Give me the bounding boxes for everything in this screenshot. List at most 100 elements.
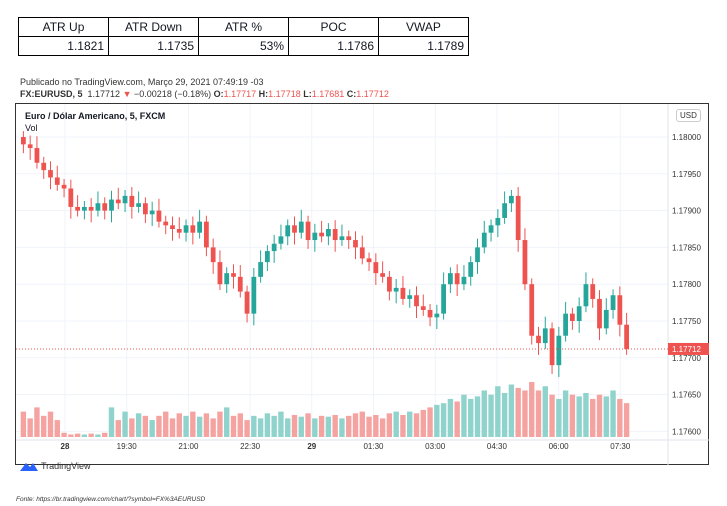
volume-bar xyxy=(169,418,176,437)
volume-bar xyxy=(461,394,467,437)
volume-bar xyxy=(183,415,189,437)
currency-button[interactable]: USD xyxy=(676,109,701,122)
stats-value-row: 1.1821 1.1735 53% 1.1786 1.1789 xyxy=(18,36,469,56)
candle-body xyxy=(420,306,426,310)
candle-body xyxy=(542,328,548,344)
volume-bar xyxy=(332,415,338,437)
volume-bar xyxy=(81,434,88,437)
volume-bar xyxy=(41,415,47,437)
volume-bar xyxy=(305,413,311,437)
candle-body xyxy=(210,247,216,263)
candle-body xyxy=(373,262,379,274)
open-value: 1.17717 xyxy=(223,89,257,99)
volume-bar xyxy=(34,407,40,437)
candle-body xyxy=(509,195,514,204)
candle-body xyxy=(590,284,596,299)
x-tick-label: 19:30 xyxy=(117,442,138,451)
candle-body xyxy=(339,236,345,241)
volume-bar xyxy=(230,415,237,437)
volume-bar xyxy=(556,398,562,437)
volume-bar xyxy=(135,413,142,437)
volume-bar xyxy=(420,409,426,437)
candle-body xyxy=(217,262,223,285)
candle-body xyxy=(258,262,263,277)
low-value: 1.17681 xyxy=(311,89,345,99)
open-label: O: xyxy=(213,89,224,99)
candle-body xyxy=(576,306,582,321)
volume-bar xyxy=(596,394,603,437)
candle-body xyxy=(448,273,453,285)
candle-body xyxy=(183,225,189,233)
volume-bar xyxy=(522,390,528,437)
volume-bar xyxy=(623,403,630,437)
down-arrow-icon: ▼ xyxy=(122,89,132,99)
candle-body xyxy=(427,309,433,318)
candle-body xyxy=(27,144,33,149)
high-label: H: xyxy=(258,89,269,99)
volume-bar xyxy=(271,415,277,437)
candle-body xyxy=(271,243,277,252)
candle-body xyxy=(156,210,162,222)
volume-bar xyxy=(515,387,521,437)
volume-label: Vol xyxy=(25,123,38,133)
volume-bar xyxy=(468,398,474,437)
volume-bar xyxy=(447,398,454,437)
candle-body xyxy=(204,221,209,248)
value-atr-down: 1.1735 xyxy=(108,36,199,56)
volume-bar xyxy=(400,415,406,437)
candle-body xyxy=(41,162,47,171)
candle-body xyxy=(278,236,284,244)
volume-bar xyxy=(610,390,616,437)
volume-bar xyxy=(237,413,243,437)
volume-bar xyxy=(217,411,223,437)
volume-bar xyxy=(257,418,264,437)
current-price-label: 1.17712 xyxy=(672,345,701,354)
volume-bar xyxy=(278,411,284,437)
volume-bar xyxy=(373,415,379,437)
candle-body xyxy=(556,335,562,366)
candle-body xyxy=(190,225,196,233)
volume-bar xyxy=(47,411,54,437)
volume-bar xyxy=(224,407,230,437)
x-tick-label: 29 xyxy=(307,442,316,451)
volume-bar xyxy=(576,396,582,437)
candle-body xyxy=(488,225,494,233)
stats-header-row: ATR Up ATR Down ATR % POC VWAP xyxy=(18,17,469,37)
volume-bar xyxy=(142,415,149,437)
volume-bar xyxy=(190,411,196,437)
volume-bar xyxy=(68,434,74,437)
volume-bar xyxy=(359,411,365,437)
candle-body xyxy=(570,313,575,321)
source-note: Fonte: https://br.tradingview.com/chart/… xyxy=(16,496,206,503)
candle-body xyxy=(468,262,474,277)
candle-body xyxy=(407,295,413,299)
candle-body xyxy=(387,276,392,292)
volume-bar xyxy=(386,413,393,437)
volume-bar xyxy=(535,390,542,437)
volume-bar xyxy=(291,415,298,437)
volume-bar xyxy=(312,418,318,437)
x-tick-label: 22:30 xyxy=(240,442,261,451)
chart-frame[interactable] xyxy=(15,103,709,465)
candle-body xyxy=(522,240,528,285)
volume-bar xyxy=(413,413,420,437)
volume-bar xyxy=(318,415,325,437)
tradingview-logo[interactable]: TradingView xyxy=(20,461,91,471)
volume-bar xyxy=(264,413,271,437)
volume-bar xyxy=(298,416,304,437)
candle-body xyxy=(197,221,202,233)
candle-body xyxy=(68,188,74,207)
volume-bar xyxy=(27,418,33,437)
x-tick-label: 07:30 xyxy=(610,442,631,451)
x-tick-label: 28 xyxy=(61,442,70,451)
volume-bar xyxy=(549,394,555,437)
candle-body xyxy=(88,206,94,211)
value-vwap: 1.1789 xyxy=(378,36,469,56)
value-atr-up: 1.1821 xyxy=(18,36,109,56)
stats-table: ATR Up ATR Down ATR % POC VWAP 1.1821 1.… xyxy=(18,17,469,56)
candle-body xyxy=(75,206,80,211)
candle-body xyxy=(610,295,616,310)
candle-body xyxy=(82,206,87,211)
candle-body xyxy=(319,232,324,237)
